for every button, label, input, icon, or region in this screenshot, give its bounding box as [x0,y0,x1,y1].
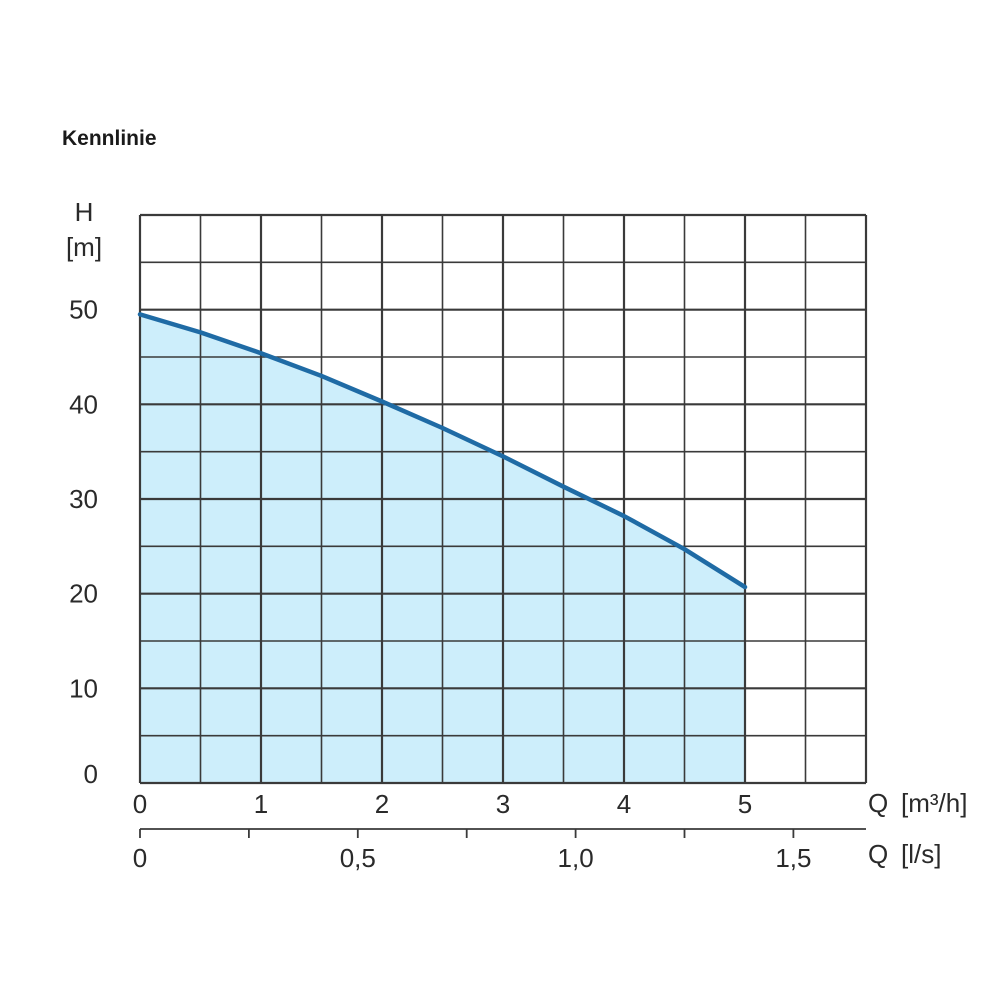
x-tick-label: 1 [254,789,268,819]
x2-tick-label: 0 [133,843,147,873]
y-tick-label: 20 [69,579,98,609]
y-tick-labels: 0 10 20 30 40 50 [69,295,98,789]
x-tick-label: 2 [375,789,389,819]
x2-axis-label-unit: [l/s] [901,839,941,869]
x-tick-label: 0 [133,789,147,819]
y-tick-label: 40 [69,389,98,419]
x2-tick-label: 0,5 [340,843,376,873]
x2-tick-label: 1,5 [775,843,811,873]
x-tick-label: 3 [496,789,510,819]
y-axis-label-symbol: H [75,197,94,227]
x-axis-label: Q [m³/h] [868,788,967,818]
x-tick-label: 5 [738,789,752,819]
secondary-x-axis-label: Q [l/s] [868,839,941,869]
curve-layer [137,312,748,590]
pump-curve-line [137,312,748,590]
y-axis-label: H [m] [66,197,102,262]
secondary-x-axis: 0 0,5 1,0 1,5 [133,828,866,873]
y-tick-label: 0 [84,759,98,789]
y-axis-label-unit: [m] [66,232,102,262]
chart-title: Kennlinie [62,127,157,150]
y-tick-label: 50 [69,295,98,325]
x-axis-label-symbol: Q [868,788,888,818]
x-axis-label-unit: [m³/h] [901,788,967,818]
y-tick-label: 10 [69,673,98,703]
grid [138,213,868,785]
x2-tick-label: 1,0 [558,843,594,873]
y-tick-label: 30 [69,484,98,514]
x2-axis-label-symbol: Q [868,839,888,869]
x-tick-labels: 0 1 2 3 4 5 [133,789,752,819]
x-tick-label: 4 [617,789,631,819]
